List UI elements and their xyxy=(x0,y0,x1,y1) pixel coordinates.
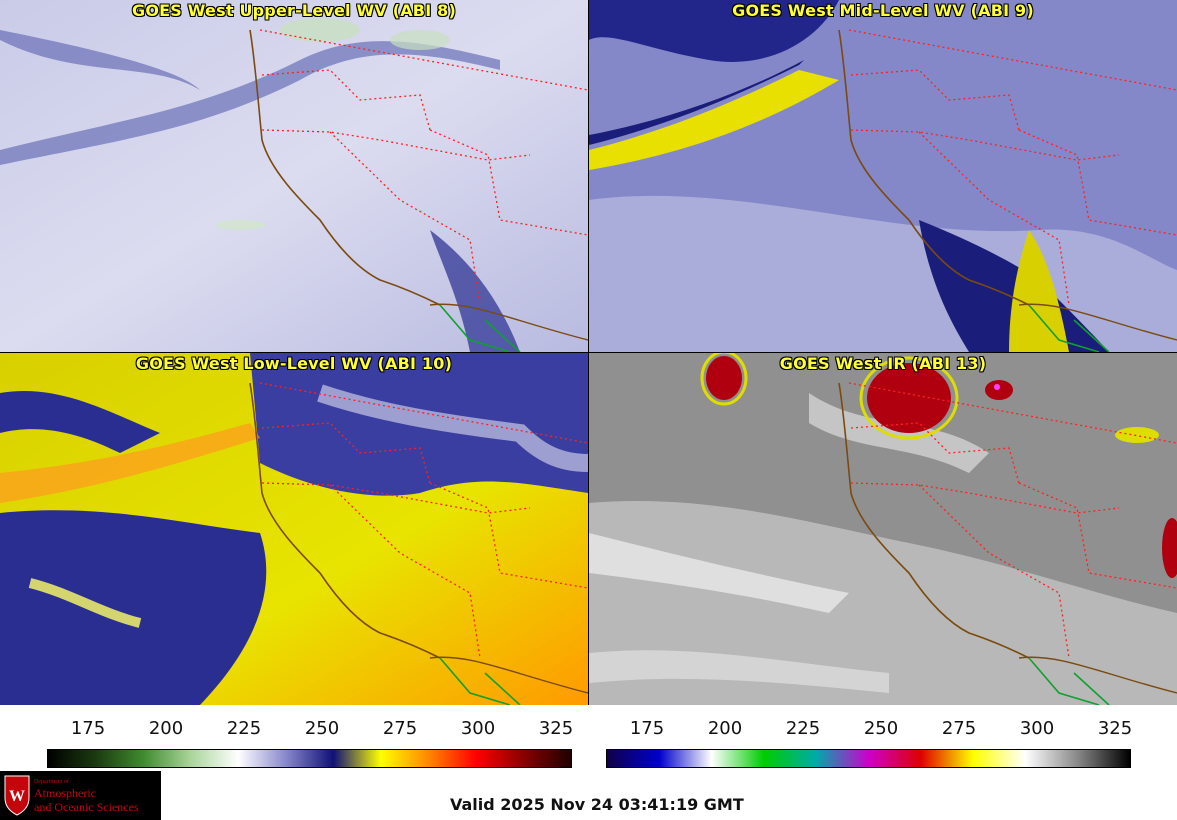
ir-colorbar-ticks: 175 200 225 250 275 300 325 xyxy=(606,718,1133,748)
low-level-wv-image xyxy=(0,353,588,705)
panel-mid-level-wv[interactable]: GOES West Mid-Level WV (ABI 9) xyxy=(589,0,1177,352)
tick-label: 225 xyxy=(785,718,821,739)
logo-line-1: Atmospheric xyxy=(34,786,96,800)
panel-low-level-wv[interactable]: GOES West Low-Level WV (ABI 10) xyxy=(0,353,588,705)
tick-label: 250 xyxy=(863,718,899,739)
valid-time: Valid 2025 Nov 24 03:41:19 GMT xyxy=(450,795,744,814)
tick-label: 175 xyxy=(70,718,106,739)
tick-label: 175 xyxy=(629,718,665,739)
satellite-panel-grid: GOES West Upper-Level WV (ABI 8) GOES We… xyxy=(0,0,1177,705)
aos-logo[interactable]: W Department of Atmospheric and Oceanic … xyxy=(0,771,161,820)
uw-crest-icon: W xyxy=(4,775,30,816)
panel-title: GOES West Upper-Level WV (ABI 8) xyxy=(132,1,456,20)
logo-line-2: and Oceanic Sciences xyxy=(34,800,139,814)
tick-label: 300 xyxy=(1019,718,1055,739)
upper-level-wv-image xyxy=(0,0,588,352)
tick-label: 325 xyxy=(1097,718,1133,739)
wv-colorbar-ticks: 175 200 225 250 275 300 325 xyxy=(47,718,574,748)
wv-colorbar xyxy=(47,749,572,768)
ir-colorbar xyxy=(606,749,1131,768)
logo-dept-label: Department of xyxy=(34,779,69,785)
panel-title: GOES West IR (ABI 13) xyxy=(779,354,987,373)
ir-image xyxy=(589,353,1177,705)
mid-level-wv-image xyxy=(589,0,1177,352)
tick-label: 275 xyxy=(382,718,418,739)
tick-label: 325 xyxy=(538,718,574,739)
panel-upper-level-wv[interactable]: GOES West Upper-Level WV (ABI 8) xyxy=(0,0,588,352)
panel-title: GOES West Mid-Level WV (ABI 9) xyxy=(732,1,1034,20)
tick-label: 275 xyxy=(941,718,977,739)
tick-label: 200 xyxy=(707,718,743,739)
tick-label: 300 xyxy=(460,718,496,739)
tick-label: 200 xyxy=(148,718,184,739)
panel-title: GOES West Low-Level WV (ABI 10) xyxy=(135,354,453,373)
tick-label: 250 xyxy=(304,718,340,739)
tick-label: 225 xyxy=(226,718,262,739)
svg-text:W: W xyxy=(9,788,25,805)
panel-ir[interactable]: GOES West IR (ABI 13) xyxy=(589,353,1177,705)
